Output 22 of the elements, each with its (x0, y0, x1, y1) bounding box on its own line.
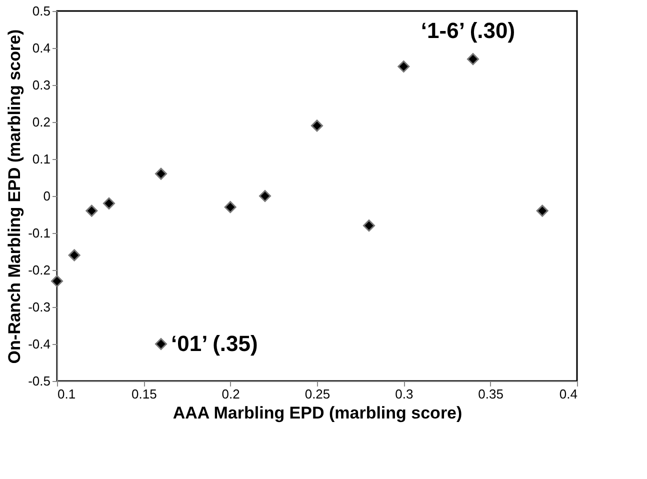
y-tick-label: -0.4 (28, 336, 50, 352)
x-tick-label: 0.15 (132, 386, 157, 402)
x-tick-label: 0.25 (304, 386, 330, 402)
y-tick-label: 0.5 (32, 4, 50, 18)
x-tick-label: 0.2 (222, 386, 240, 402)
y-tick-label: -0.5 (28, 374, 50, 388)
x-tick-label: 0.1 (58, 386, 76, 402)
annotation: ‘01’ (.35) (171, 331, 258, 356)
x-tick-label: 0.4 (559, 386, 578, 402)
y-axis-title: On-Ranch Marbling EPD (marbling score) (5, 29, 24, 364)
y-tick-label: 0.1 (32, 152, 50, 166)
y-tick-label: 0.4 (32, 40, 50, 56)
x-tick-label: 0.35 (478, 386, 504, 402)
y-tick-label: -0.2 (28, 262, 50, 278)
y-tick-label: 0 (43, 188, 50, 204)
x-tick-label: 0.3 (395, 386, 414, 402)
y-tick-label: 0.3 (32, 78, 50, 92)
y-tick-label: -0.3 (28, 300, 50, 314)
annotation: ‘1-6’ (.30) (420, 18, 516, 44)
y-tick-label: -0.1 (28, 226, 50, 240)
x-axis-title: AAA Marbling EPD (marbling score) (172, 404, 462, 422)
y-tick-label: 0.2 (32, 114, 50, 130)
